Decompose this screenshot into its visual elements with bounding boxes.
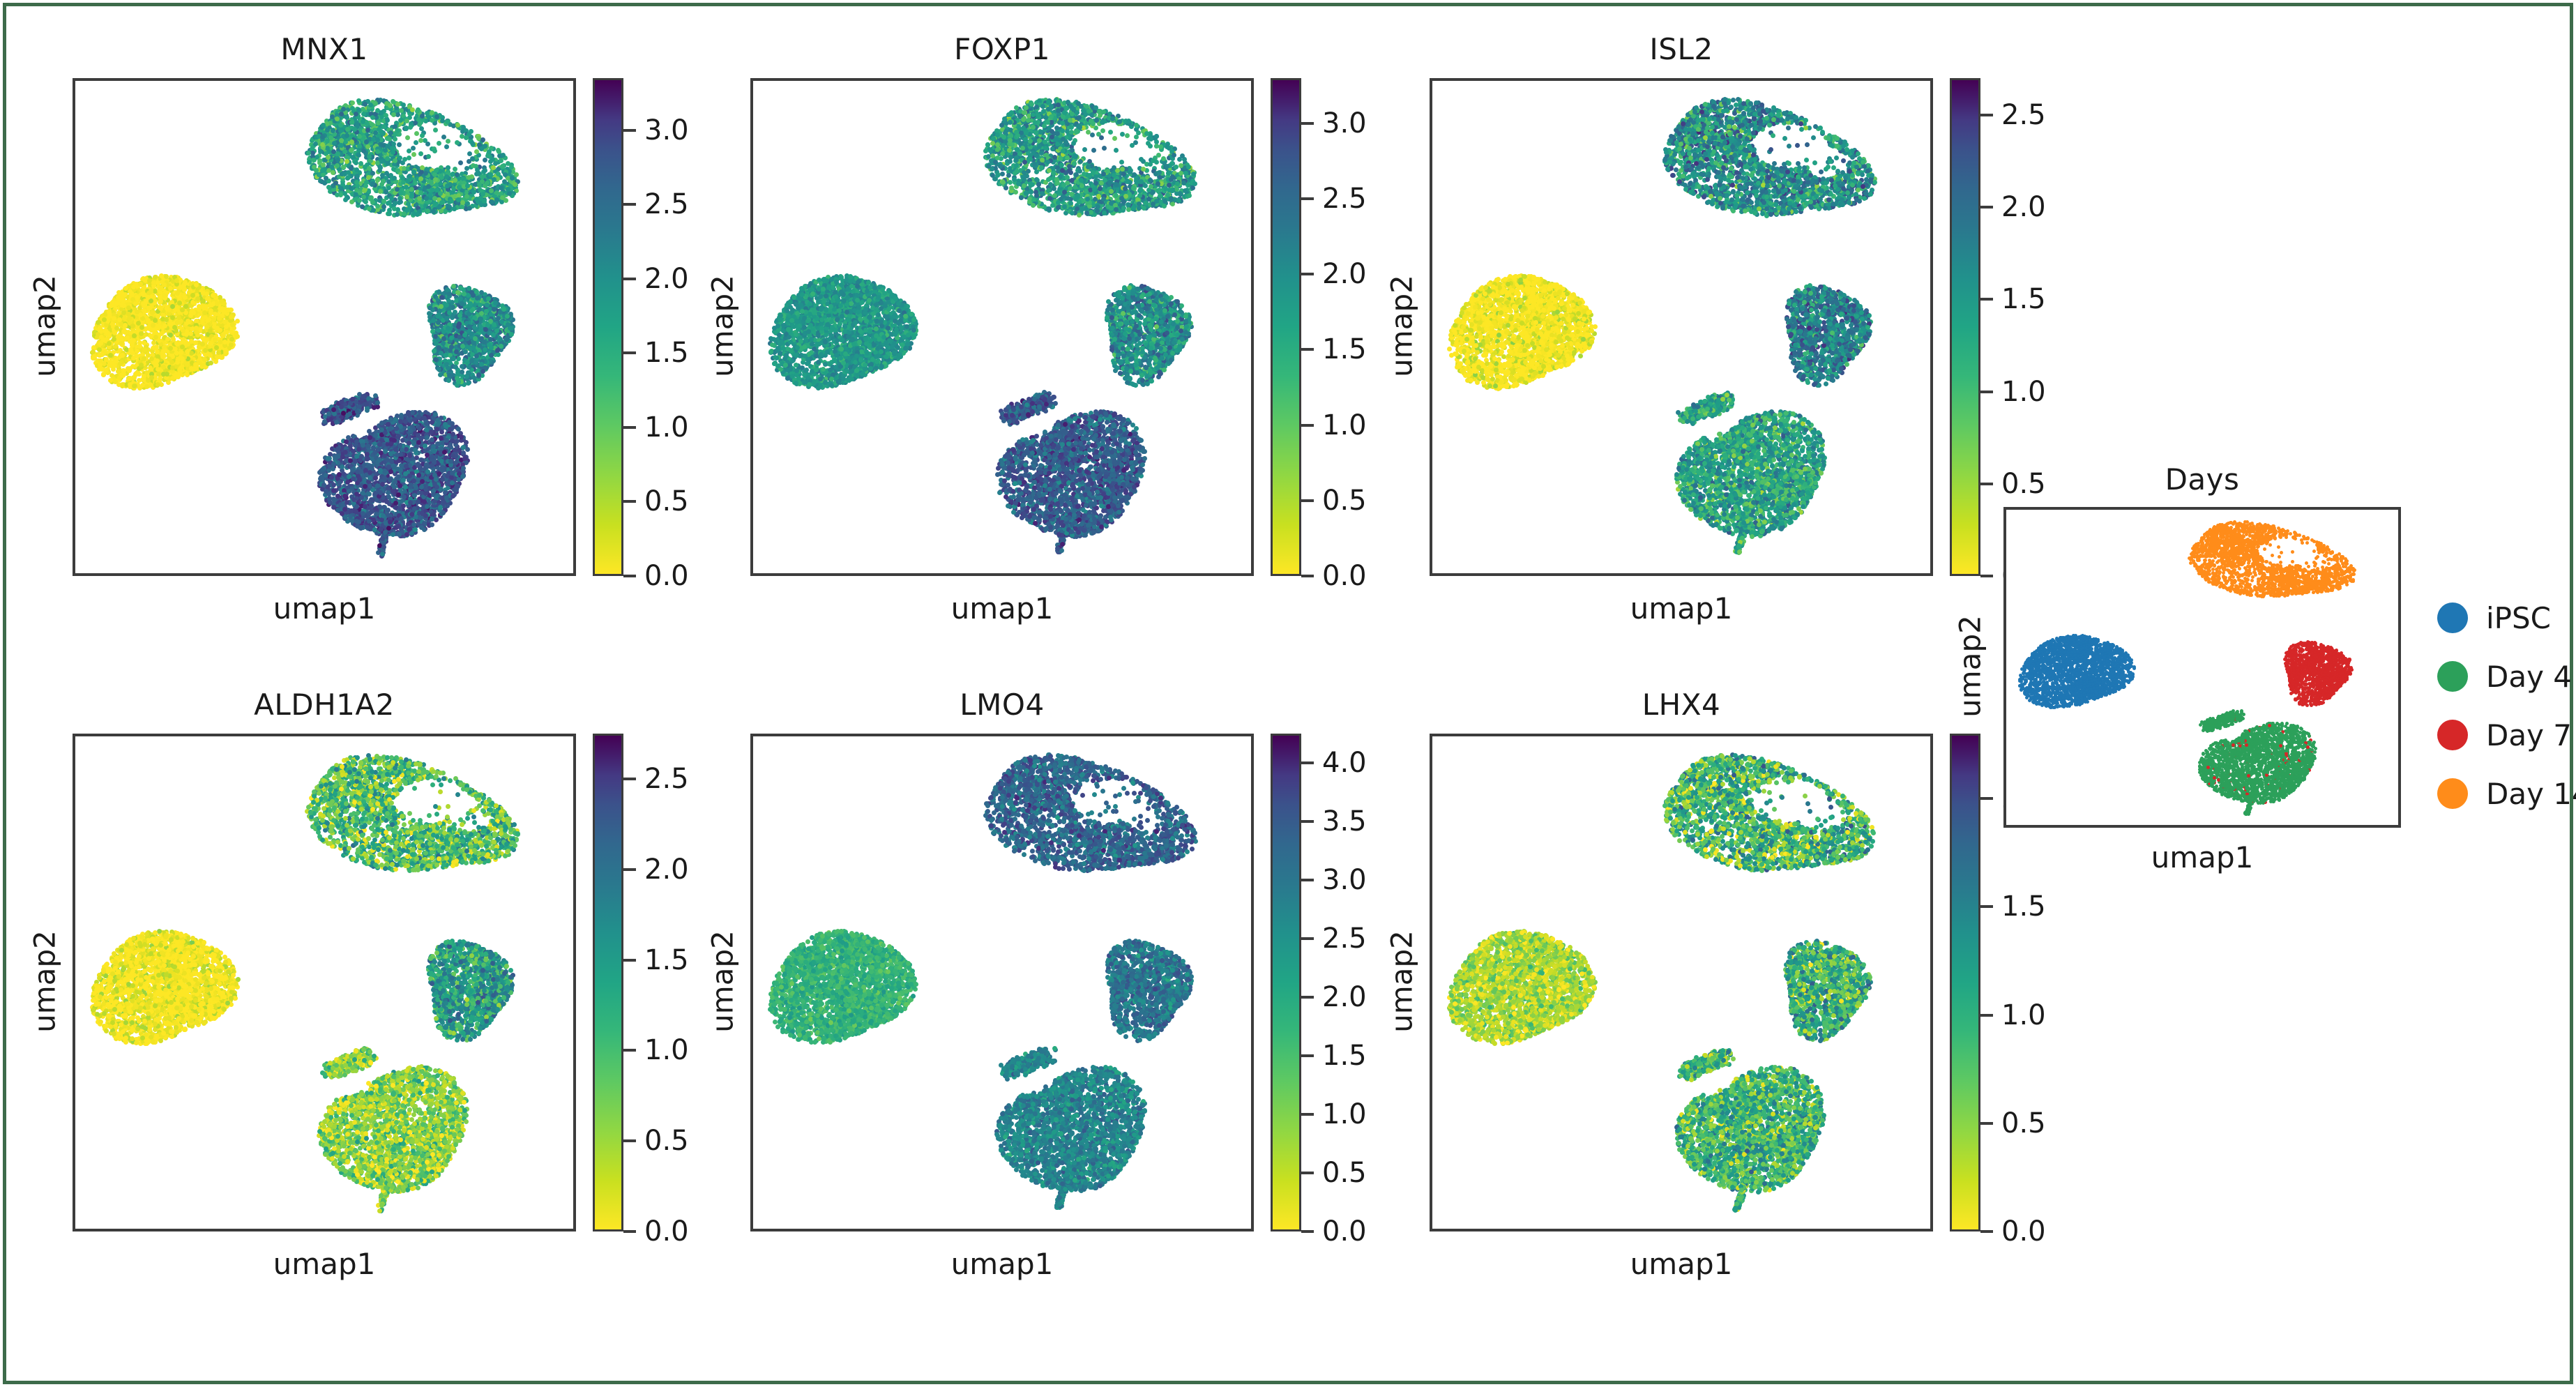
cluster-day4 [2006, 510, 2398, 825]
legend-item-day-7[interactable]: Day 7 [2437, 715, 2576, 755]
legend-label: Day 4 [2486, 660, 2572, 694]
legend-color-dot-icon [2437, 602, 2468, 633]
days-x-axis-label: umap1 [2003, 840, 2401, 874]
legend-label: iPSC [2486, 601, 2551, 635]
days-panel-title: Days [2003, 462, 2401, 497]
days-legend: iPSC Day 4 Day 7 Day 14 [2437, 598, 2576, 832]
legend-item-day-4[interactable]: Day 4 [2437, 656, 2576, 697]
days-scatter-axes [2003, 507, 2401, 828]
legend-color-dot-icon [2437, 720, 2468, 750]
legend-color-dot-icon [2437, 778, 2468, 809]
days-y-axis-label: umap2 [1953, 597, 1987, 736]
legend-label: Day 14 [2486, 777, 2576, 811]
legend-label: Day 7 [2486, 718, 2572, 752]
legend-color-dot-icon [2437, 661, 2468, 692]
legend-item-ipsc[interactable]: iPSC [2437, 598, 2576, 638]
legend-item-day-14[interactable]: Day 14 [2437, 773, 2576, 814]
